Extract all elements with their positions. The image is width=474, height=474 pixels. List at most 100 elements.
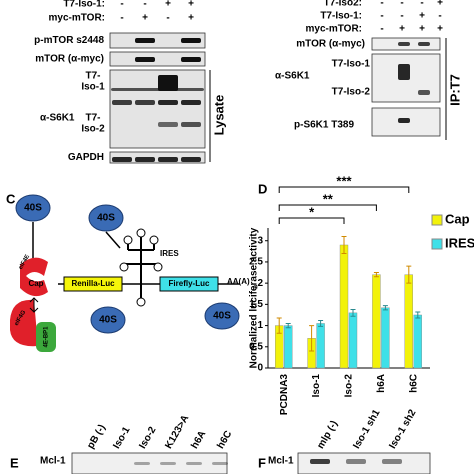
legend-label: Cap <box>445 211 470 226</box>
ires-label: IRES <box>160 249 179 258</box>
lane-mark: + <box>188 0 194 10</box>
panel-letter: F <box>258 455 266 470</box>
panel-letter: C <box>6 191 16 206</box>
blot <box>71 452 228 474</box>
firefly-box <box>159 276 219 292</box>
blot-label: α-S6K1 <box>275 71 310 82</box>
band <box>158 157 178 162</box>
error-bar <box>373 272 379 278</box>
polya-label: AA(A) <box>227 277 250 286</box>
lane-label: mlp (-) <box>315 419 340 451</box>
band <box>398 42 410 46</box>
ribosome <box>204 302 240 330</box>
band <box>398 64 410 80</box>
firefly-label: Firefly-Luc <box>169 279 210 288</box>
error-bar <box>406 265 412 284</box>
blot-label: GAPDH <box>68 152 104 163</box>
band <box>398 118 410 123</box>
lane-mark: - <box>400 0 403 9</box>
lane-mark: - <box>120 13 123 24</box>
lane-mark: + <box>165 0 171 10</box>
bar <box>316 323 325 369</box>
lane-mark: - <box>380 0 383 9</box>
significance-bracket <box>278 186 410 193</box>
ribosome <box>15 194 51 222</box>
band <box>186 462 202 465</box>
ribosome-label: 40S <box>97 213 115 224</box>
side-label: IP:T7 <box>447 74 462 106</box>
row-label: T7-Iso-1: <box>320 11 362 22</box>
bar <box>372 274 381 369</box>
significance-label: *** <box>336 173 352 188</box>
bar <box>284 325 293 369</box>
x-tick-label: Iso-2 <box>344 374 355 398</box>
x-tick-label: h6A <box>376 374 387 393</box>
band <box>382 459 402 464</box>
blot-label: p-S6K1 T389 <box>294 120 354 131</box>
bp1-label: 4E-BP1 <box>44 326 50 348</box>
error-bar <box>318 319 324 327</box>
lane-mark: + <box>142 13 148 24</box>
row-label: myc-mTOR: <box>306 24 363 35</box>
arrow <box>29 297 39 313</box>
blot-label: α-S6K1 <box>40 113 75 124</box>
lane-mark: - <box>420 0 423 9</box>
blot-label: Mcl-1 <box>268 456 294 467</box>
eif4e-shape <box>20 257 48 297</box>
blot-label: Mcl-1 <box>40 456 66 467</box>
ires-structure <box>124 236 158 284</box>
row-label: myc-mTOR: <box>49 13 106 24</box>
error-bar <box>276 317 282 334</box>
lane-label: Iso-1 <box>111 425 132 451</box>
lane-mark: + <box>399 24 405 35</box>
significance-label: ** <box>323 191 334 206</box>
lane-label: Iso-1 sh1 <box>351 407 382 450</box>
bar <box>339 244 349 369</box>
band <box>418 42 430 46</box>
lane-label: Iso-1 sh2 <box>387 407 418 450</box>
ribosome <box>88 204 124 232</box>
loop <box>153 262 163 272</box>
y-tick-label: 1 <box>257 320 263 331</box>
band <box>111 88 204 91</box>
error-bar <box>309 325 315 352</box>
band-label: Iso-2 <box>81 124 105 135</box>
lane-label: pB (-) <box>85 423 108 451</box>
x-tick-label: h6C <box>408 374 419 393</box>
lane-mark: + <box>419 24 425 35</box>
band <box>135 57 155 62</box>
blot <box>109 151 206 164</box>
y-tick-label: 3 <box>257 235 263 246</box>
bar <box>413 314 422 369</box>
bar <box>348 312 358 369</box>
band <box>112 100 132 105</box>
band <box>181 122 201 127</box>
lane-mark: - <box>400 11 403 22</box>
band <box>158 122 178 127</box>
bar <box>404 274 413 369</box>
blot <box>109 51 206 67</box>
blot-label: p-mTOR s2448 <box>34 35 104 46</box>
lane-label: Iso-2 <box>137 425 158 451</box>
band <box>346 459 366 464</box>
cap-label: Cap <box>28 279 43 288</box>
ribosome-label: 40S <box>99 315 117 326</box>
band <box>135 100 155 105</box>
band <box>160 462 176 465</box>
band <box>310 459 330 464</box>
y-tick-label: 0.5 <box>249 341 263 352</box>
band-label: Iso-1 <box>81 82 105 93</box>
lane-mark: - <box>120 0 123 10</box>
x-tick-label: Iso-1 <box>311 374 322 398</box>
loop <box>149 235 159 245</box>
blot-label: mTOR (α-myc) <box>296 39 365 50</box>
polya-subscript: n <box>254 285 258 291</box>
lane-mark: + <box>437 24 443 35</box>
band <box>212 462 228 465</box>
error-bar <box>341 235 347 254</box>
legend-swatch <box>431 238 443 250</box>
blot-label: mTOR (α-myc) <box>35 54 104 65</box>
lane-mark: - <box>143 0 146 10</box>
band <box>181 38 201 43</box>
lane-mark: - <box>380 11 383 22</box>
